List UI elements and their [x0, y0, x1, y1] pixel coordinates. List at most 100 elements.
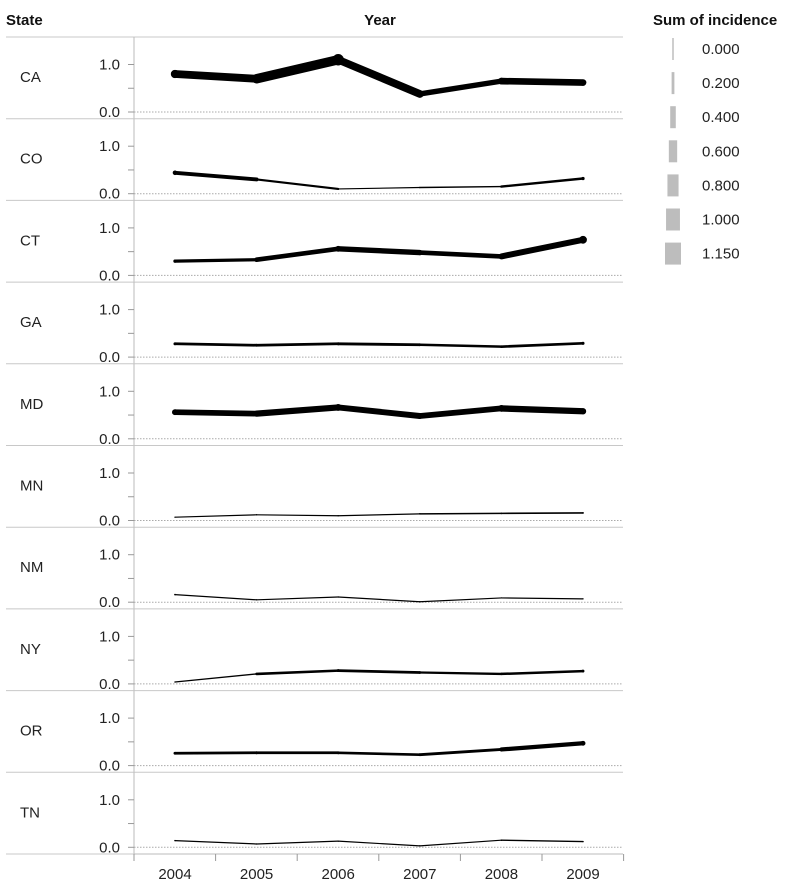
y-tick-label: 0.0 — [99, 594, 120, 611]
legend-label: 1.150 — [702, 246, 740, 263]
data-point — [170, 69, 180, 79]
panel-ny: NY 0.0 1.0 — [6, 608, 623, 693]
legend-swatch — [670, 106, 676, 129]
data-point — [418, 753, 421, 756]
data-point — [498, 405, 505, 412]
data-point — [500, 839, 503, 841]
series-segment-co — [500, 177, 585, 188]
data-point — [417, 91, 422, 96]
data-point — [253, 410, 260, 417]
series-segment-or — [499, 741, 586, 752]
legend-swatch — [671, 72, 675, 95]
state-label: OR — [20, 723, 43, 740]
y-tick-label: 1.0 — [99, 383, 120, 400]
series-segment-ga — [500, 341, 585, 348]
series-segment-ct — [335, 246, 423, 256]
y-tick-label: 0.0 — [99, 349, 120, 366]
data-point — [499, 747, 504, 752]
data-point — [579, 235, 587, 244]
data-point — [172, 170, 178, 176]
series-segment-co — [173, 170, 259, 182]
x-tick-label: 2009 — [566, 866, 599, 882]
data-point — [499, 254, 504, 259]
data-point — [173, 259, 177, 263]
legend-swatch — [668, 140, 678, 163]
panel-md: MD 0.0 1.0 — [6, 363, 623, 448]
legend: 0.000 0.200 0.400 0.600 0.800 1.000 1.150 — [665, 38, 740, 265]
data-point — [334, 404, 342, 411]
data-point — [419, 601, 421, 603]
legend-label: 0.000 — [702, 41, 740, 58]
data-point — [255, 177, 259, 182]
data-point — [419, 845, 421, 847]
state-label: NM — [20, 559, 43, 576]
legend-swatch — [672, 38, 674, 60]
data-point — [581, 176, 585, 181]
series-segment-ny — [174, 673, 258, 683]
data-point — [580, 740, 586, 746]
data-point — [256, 599, 258, 601]
state-label: MD — [20, 396, 43, 413]
y-tick-label: 1.0 — [99, 628, 120, 645]
state-label: GA — [20, 314, 42, 331]
series-segment-md — [172, 409, 260, 417]
series-segment-ca — [498, 77, 587, 86]
panel-ca: CA 0.0 1.0 — [6, 36, 623, 121]
series-segment-nm — [174, 593, 258, 601]
panel-ct: CT 0.0 1.0 — [6, 199, 623, 284]
data-point — [336, 751, 340, 755]
data-point — [173, 342, 177, 346]
data-point — [337, 188, 339, 190]
panel-ga: GA 0.0 1.0 — [6, 281, 623, 366]
panels: CA 0.0 1.0 CO 0.0 1.0 CT 0.0 1.0 GA 0.0 1.0 MD 0.0 1.0… — [6, 36, 623, 856]
data-point — [419, 513, 421, 515]
y-tick-label: 0.0 — [99, 104, 120, 121]
series-segment-md — [335, 404, 423, 419]
panel-or: OR 0.0 1.0 — [6, 690, 623, 775]
series-segment-ga — [418, 343, 503, 348]
legend-label: 0.600 — [702, 143, 740, 160]
series-segment-md — [253, 404, 342, 417]
series-segment-co — [419, 185, 503, 189]
y-tick-label: 0.0 — [99, 431, 120, 448]
state-label: CA — [20, 69, 41, 86]
series-segment-ny — [418, 671, 503, 676]
data-point — [174, 516, 176, 518]
data-point — [417, 250, 423, 256]
y-tick-label: 1.0 — [99, 792, 120, 809]
y-tick-label: 1.0 — [99, 220, 120, 237]
y-tick-label: 1.0 — [99, 547, 120, 564]
y-tick-label: 0.0 — [99, 676, 120, 693]
data-point — [419, 186, 421, 189]
y-tick-label: 0.0 — [99, 186, 120, 203]
data-point — [500, 672, 503, 676]
series-segment-ny — [255, 669, 340, 676]
series-segment-co — [255, 178, 340, 190]
data-point — [418, 671, 422, 674]
data-point — [500, 597, 502, 599]
data-point — [174, 839, 176, 842]
data-point — [582, 598, 584, 600]
series-segment-nm — [337, 596, 421, 603]
x-tick-label: 2007 — [403, 866, 436, 882]
data-point — [174, 593, 176, 596]
data-point — [337, 840, 339, 842]
data-point — [581, 669, 585, 673]
data-point — [254, 258, 259, 262]
series-segment-ct — [254, 246, 341, 263]
data-point — [498, 77, 505, 85]
data-point — [337, 596, 339, 598]
legend-swatch — [665, 242, 681, 265]
y-tick-label: 0.0 — [99, 839, 120, 856]
series-segment-ny — [336, 669, 422, 674]
series-segment-ca — [251, 55, 343, 84]
series-segment-ca — [334, 55, 424, 98]
state-label: NY — [20, 641, 41, 658]
data-point — [335, 245, 342, 252]
y-tick-label: 1.0 — [99, 138, 120, 155]
x-tick-label: 2004 — [158, 866, 191, 882]
y-tick-label: 0.0 — [99, 267, 120, 284]
data-point — [579, 79, 587, 86]
row-header: State — [6, 12, 43, 29]
